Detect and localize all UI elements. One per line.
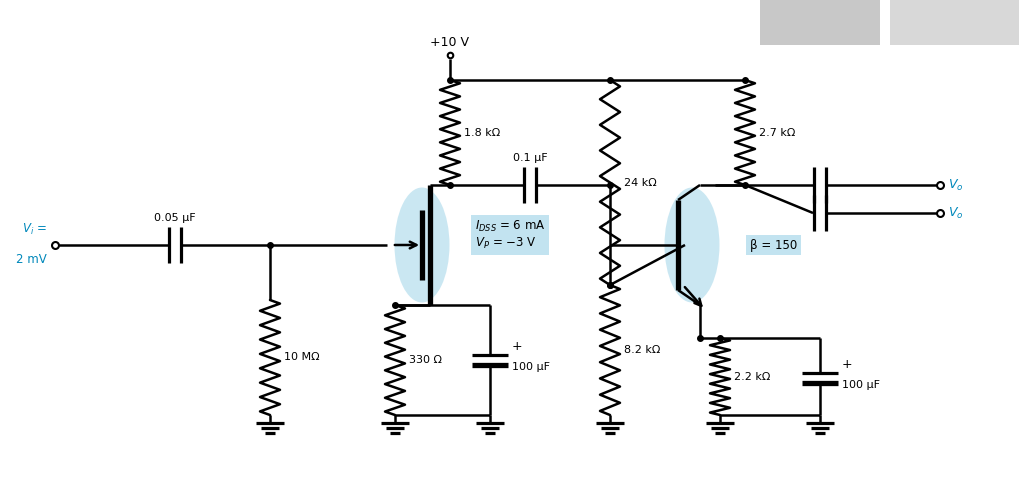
Ellipse shape <box>394 188 449 302</box>
Text: 330 Ω: 330 Ω <box>409 355 441 365</box>
Text: 2.7 kΩ: 2.7 kΩ <box>758 127 795 137</box>
Text: $V_o$: $V_o$ <box>947 206 963 220</box>
Bar <box>890 0 1019 45</box>
Text: 2 mV: 2 mV <box>16 253 47 266</box>
Text: 1.8 kΩ: 1.8 kΩ <box>464 127 499 137</box>
Text: 100 μF: 100 μF <box>512 362 549 372</box>
Text: 0.05 μF: 0.05 μF <box>154 213 196 223</box>
Text: 0.1 μF: 0.1 μF <box>513 153 547 163</box>
Text: 2.2 kΩ: 2.2 kΩ <box>734 371 769 381</box>
Ellipse shape <box>663 188 718 302</box>
Text: +10 V: +10 V <box>430 36 469 49</box>
Text: $V_i$ =: $V_i$ = <box>22 222 47 237</box>
Text: β = 150: β = 150 <box>749 239 797 251</box>
Bar <box>759 0 879 45</box>
Text: +: + <box>841 358 852 371</box>
Text: 10 MΩ: 10 MΩ <box>283 353 319 363</box>
Text: 100 μF: 100 μF <box>841 380 879 390</box>
Text: 24 kΩ: 24 kΩ <box>624 177 656 188</box>
Text: 8.2 kΩ: 8.2 kΩ <box>624 345 659 355</box>
Text: +: + <box>512 340 522 353</box>
Text: $I_{DSS}$ = 6 mA
$V_P$ = −3 V: $I_{DSS}$ = 6 mA $V_P$ = −3 V <box>475 219 545 251</box>
Text: $V_o$: $V_o$ <box>947 177 963 193</box>
